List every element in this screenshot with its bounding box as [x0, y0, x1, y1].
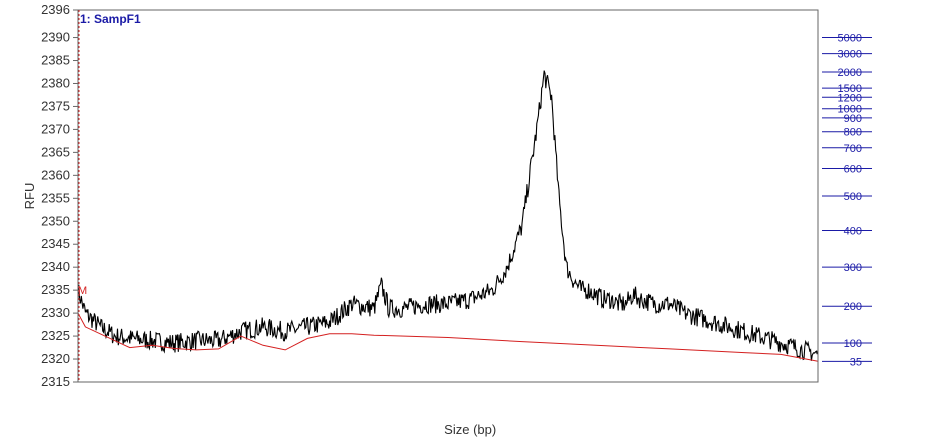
size-ladder-label: 900: [844, 113, 862, 125]
size-ladder-label: 200: [844, 301, 862, 313]
y-tick-label: 2320: [41, 351, 70, 366]
y-tick-label: 2380: [41, 75, 70, 90]
size-ladder-label: 35: [850, 356, 862, 368]
y-tick-label: 2345: [41, 236, 70, 251]
plot-frame: [77, 9, 819, 383]
y-tick-label: 2355: [41, 190, 70, 205]
size-ladder-label: 2000: [838, 67, 862, 79]
y-tick-label: 2365: [41, 144, 70, 159]
sample-label: 1: SampF1: [80, 12, 141, 26]
size-ladder-label: 1200: [838, 92, 862, 104]
size-ladder-label: 5000: [838, 33, 862, 45]
size-ladder-label: 3000: [838, 49, 862, 61]
y-tick-label: 2360: [41, 167, 70, 182]
size-ladder-label: 100: [844, 338, 862, 350]
size-ladder-label: 400: [844, 225, 862, 237]
y-tick-label: 2350: [41, 213, 70, 228]
y-tick-label: 2315: [41, 374, 70, 389]
y-tick-label: 2385: [41, 53, 70, 68]
y-axis-ticks: 2396 2390 2385 2380 2375 2370 2365 2360 2355 2350…: [41, 2, 78, 389]
y-tick-label: 2325: [41, 328, 70, 343]
x-axis-title: Size (bp): [444, 422, 496, 437]
size-ladder-label: 600: [844, 163, 862, 175]
size-ladder-label: 1500: [838, 83, 862, 95]
y-tick-label: 2340: [41, 259, 70, 274]
plot-lines: [77, 70, 819, 362]
y-tick-label: 2375: [41, 98, 70, 113]
y-tick-label: 2396: [41, 2, 70, 17]
size-ladder-label: 1000: [838, 104, 862, 116]
baseline-trace: [77, 312, 819, 362]
y-tick-label: 2370: [41, 121, 70, 136]
size-ladder-label: 500: [844, 191, 862, 203]
signal-trace: [77, 70, 819, 361]
y-tick-label: 2330: [41, 305, 70, 320]
size-ladder-label: 700: [844, 143, 862, 155]
y-tick-label: 2390: [41, 30, 70, 45]
y-tick-label: 2335: [41, 282, 70, 297]
marker-label: M: [78, 285, 87, 297]
y-axis-title: RFU: [22, 183, 37, 210]
size-ladder-label: 800: [844, 127, 862, 139]
size-ladder-label: 300: [844, 262, 862, 274]
